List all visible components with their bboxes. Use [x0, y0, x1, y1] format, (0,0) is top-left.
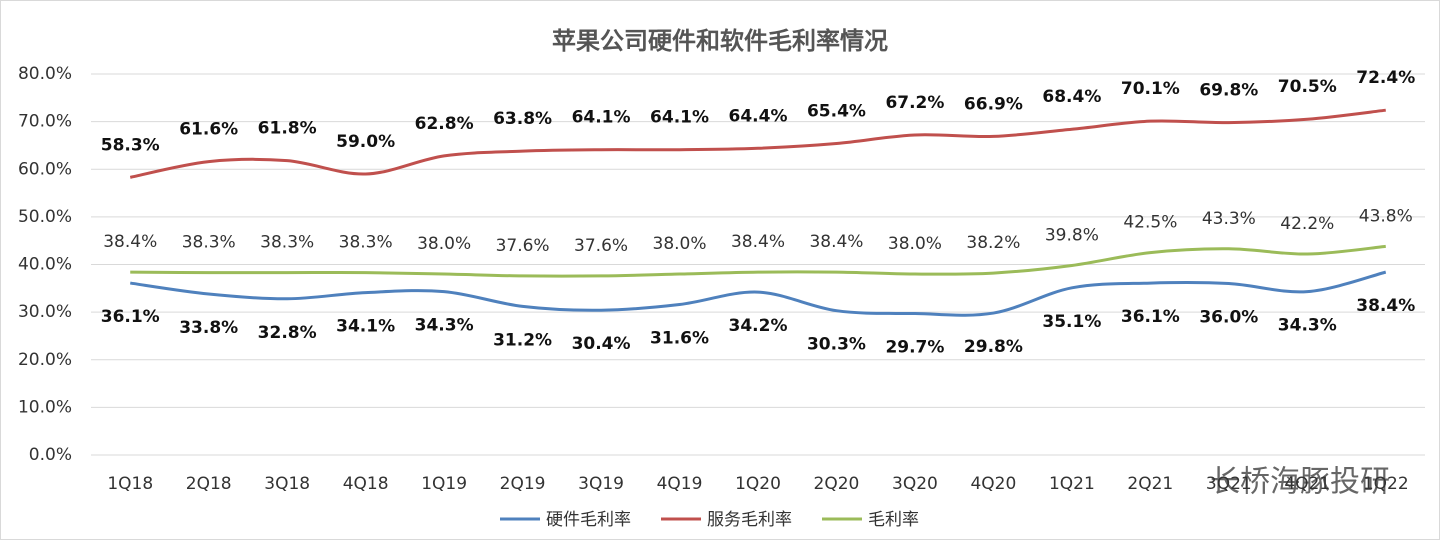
x-tick-label: 4Q18 — [343, 474, 389, 494]
x-tick-label: 2Q18 — [186, 474, 232, 494]
data-label: 64.4% — [729, 106, 788, 126]
data-label: 38.4% — [731, 232, 785, 252]
data-label: 64.1% — [650, 108, 709, 128]
x-tick-label: 4Q20 — [970, 474, 1016, 494]
x-tick-label: 1Q20 — [735, 474, 781, 494]
x-tick-label: 1Q22 — [1363, 474, 1409, 494]
data-label: 39.8% — [1045, 225, 1099, 245]
watermark: 长桥海豚投研 — [1210, 465, 1390, 500]
data-label: 31.6% — [650, 329, 709, 349]
data-label: 58.3% — [101, 135, 160, 155]
data-label: 35.1% — [1042, 312, 1101, 332]
data-label: 67.2% — [885, 93, 944, 113]
data-label: 38.4% — [809, 232, 863, 252]
data-label: 29.7% — [885, 338, 944, 358]
series-line — [130, 270, 1387, 317]
data-label: 38.0% — [888, 234, 942, 254]
data-label: 33.8% — [179, 318, 238, 338]
data-label: 32.8% — [258, 323, 317, 343]
y-tick-label: 80.0% — [18, 64, 72, 84]
series-line — [129, 108, 1386, 179]
y-tick-label: 20.0% — [18, 350, 72, 370]
y-tick-label: 40.0% — [18, 255, 72, 275]
data-label: 70.1% — [1121, 79, 1180, 99]
legend-label: 硬件毛利率 — [546, 510, 631, 530]
y-tick-label: 70.0% — [18, 112, 72, 132]
x-tick-label: 3Q18 — [264, 474, 310, 494]
x-tick-label: 2Q21 — [1127, 474, 1173, 494]
data-label: 42.2% — [1280, 214, 1334, 234]
data-label: 66.9% — [964, 94, 1023, 114]
data-label: 61.8% — [258, 119, 317, 139]
data-label: 68.4% — [1042, 87, 1101, 107]
x-tick-label: 1Q21 — [1049, 474, 1095, 494]
data-label: 38.3% — [260, 233, 314, 253]
data-label: 30.4% — [572, 334, 631, 354]
data-label: 38.4% — [103, 232, 157, 252]
data-label: 38.3% — [182, 233, 236, 253]
x-tick-label: 1Q19 — [421, 474, 467, 494]
data-label: 34.3% — [1278, 316, 1337, 336]
data-label: 37.6% — [574, 236, 628, 256]
legend-label: 服务毛利率 — [707, 510, 792, 530]
y-tick-label: 10.0% — [18, 397, 72, 417]
y-tick-label: 60.0% — [18, 159, 72, 179]
legend-label: 毛利率 — [868, 510, 919, 530]
data-label: 31.2% — [493, 330, 552, 350]
x-tick-label: 1Q18 — [107, 474, 153, 494]
x-tick-label: 4Q19 — [657, 474, 703, 494]
series-line — [130, 244, 1386, 278]
data-label: 70.5% — [1278, 77, 1337, 97]
data-label: 43.8% — [1359, 206, 1413, 226]
data-label: 59.0% — [336, 132, 395, 152]
data-label: 72.4% — [1356, 68, 1415, 88]
data-label: 36.0% — [1199, 308, 1258, 328]
data-label: 42.5% — [1123, 213, 1177, 233]
data-label: 38.0% — [653, 234, 707, 254]
data-label: 30.3% — [807, 335, 866, 355]
chart-title: 苹果公司硬件和软件毛利率情况 — [552, 27, 888, 55]
x-tick-label: 3Q19 — [578, 474, 624, 494]
data-label: 34.1% — [336, 317, 395, 337]
data-label: 38.4% — [1356, 296, 1415, 316]
x-tick-label: 4Q21 — [1284, 474, 1330, 494]
y-tick-label: 50.0% — [18, 207, 72, 227]
y-tick-label: 30.0% — [18, 302, 72, 322]
x-tick-label: 3Q21 — [1206, 474, 1252, 494]
data-label: 64.1% — [572, 108, 631, 128]
data-label: 43.3% — [1202, 209, 1256, 229]
data-label: 69.8% — [1199, 81, 1258, 101]
data-label: 37.6% — [496, 236, 550, 256]
data-label: 29.8% — [964, 337, 1023, 357]
x-tick-label: 2Q19 — [500, 474, 546, 494]
data-label: 36.1% — [101, 307, 160, 327]
data-label: 62.8% — [415, 114, 474, 134]
data-label: 34.3% — [415, 316, 474, 336]
data-label: 65.4% — [807, 102, 866, 122]
x-tick-label: 3Q20 — [892, 474, 938, 494]
data-label: 38.0% — [417, 234, 471, 254]
data-label: 63.8% — [493, 109, 552, 129]
data-label: 34.2% — [729, 316, 788, 336]
data-label: 38.2% — [966, 233, 1020, 253]
data-label: 38.3% — [339, 233, 393, 253]
data-label: 36.1% — [1121, 307, 1180, 327]
y-tick-label: 0.0% — [29, 445, 72, 465]
data-label: 61.6% — [179, 120, 238, 140]
x-tick-label: 2Q20 — [814, 474, 860, 494]
